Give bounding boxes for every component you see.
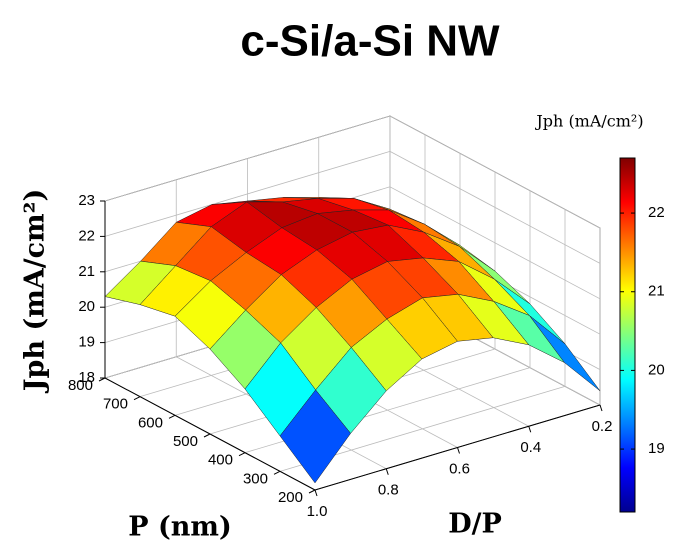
tick-mark [238, 452, 246, 457]
x-tick-label: 600 [138, 414, 163, 431]
tick-mark [273, 470, 281, 475]
grid-line [389, 115, 601, 229]
colorbar-tick-label: 21 [648, 283, 665, 300]
colorbar-tick-label: 20 [648, 361, 665, 378]
tick-mark [168, 414, 176, 419]
chart-title: c-Si/a-Si NW [240, 17, 500, 66]
colorbar-tick-label: 19 [648, 440, 665, 457]
x-tick-label: 700 [103, 396, 128, 413]
z-tick-label: 23 [78, 192, 95, 209]
z-tick-label: 19 [78, 334, 95, 351]
grid-line [104, 151, 391, 237]
tick-mark [599, 404, 603, 412]
tick-mark [528, 426, 532, 433]
grid-line [104, 115, 391, 202]
z-tick-label: 22 [78, 227, 95, 244]
colorbar-label: Jph (mA/cm²) [534, 112, 643, 131]
z-tick-label: 21 [78, 263, 95, 280]
x-tick-label: 300 [243, 470, 268, 487]
z-axis-label: Jph (mA/cm²) [20, 189, 51, 393]
x-tick-label: 500 [173, 433, 198, 450]
surface-patch [279, 389, 351, 484]
colorbar-tick-label: 22 [648, 204, 665, 221]
tick-mark [385, 468, 389, 475]
tick-mark [133, 396, 141, 401]
x-tick-label: 400 [208, 452, 233, 469]
tick-mark [308, 489, 316, 494]
grid-line [389, 186, 601, 300]
z-tick-label: 20 [78, 298, 95, 315]
tick-mark [457, 447, 460, 454]
x-tick-label: 800 [68, 377, 93, 394]
x-axis-label: P (nm) [128, 512, 231, 543]
tick-mark [314, 489, 318, 497]
y-tick-label: 0.2 [592, 418, 613, 435]
y-tick-label: 0.8 [378, 482, 399, 499]
y-tick-label: 0.6 [449, 460, 470, 477]
colorbar [619, 157, 636, 513]
tick-mark [203, 433, 211, 438]
z-tick-label: 18 [78, 369, 95, 386]
x-tick-label: 200 [278, 489, 303, 506]
y-axis-label: D/P [448, 509, 502, 540]
axis-line [104, 377, 316, 491]
grid-line [389, 151, 601, 264]
y-tick-label: 1.0 [307, 503, 328, 520]
axis-line [314, 404, 601, 491]
y-tick-label: 0.4 [520, 439, 541, 456]
